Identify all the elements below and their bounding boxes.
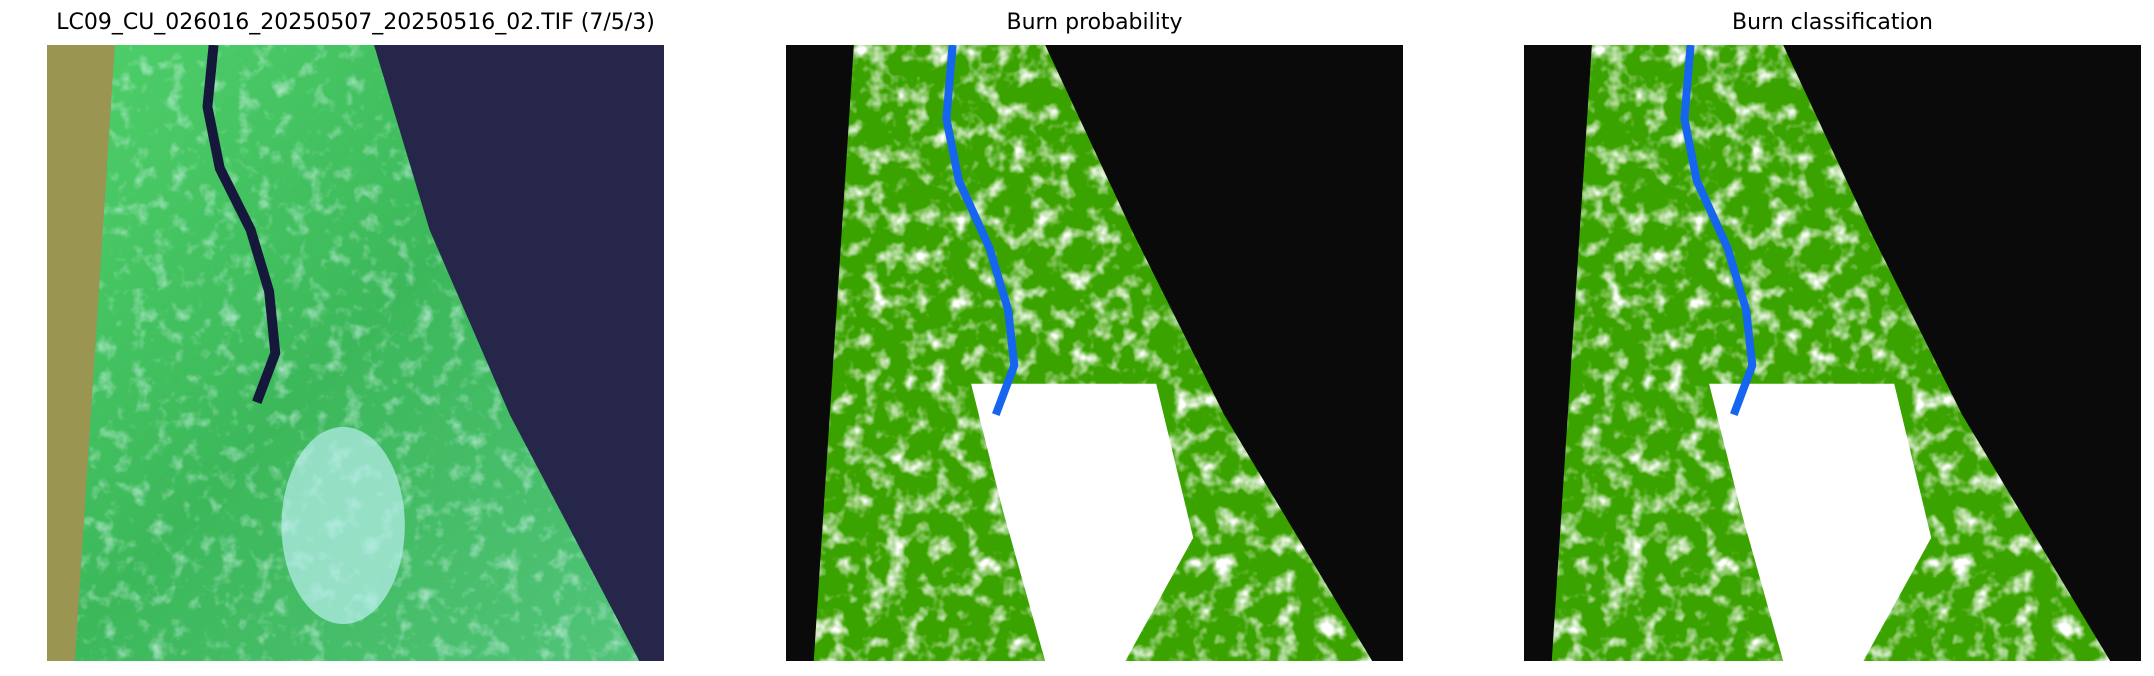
- burn-probability-map: [786, 45, 1403, 661]
- burn-classification-map: [1524, 45, 2141, 661]
- nodata-strip: [47, 45, 115, 661]
- cloud: [281, 426, 405, 625]
- panel-title-burn-probability: Burn probability: [1006, 10, 1183, 35]
- water-river: [1680, 45, 1757, 417]
- panel-title-burn-classification: Burn classification: [1732, 10, 1933, 35]
- cloud-area: [1709, 383, 1932, 661]
- satellite-image: [47, 45, 664, 661]
- panel-title-rgb: LC09_CU_026016_20250507_20250516_02.TIF …: [56, 10, 655, 35]
- cloud-area: [971, 383, 1194, 661]
- water-river: [942, 45, 1019, 417]
- river: [202, 45, 281, 405]
